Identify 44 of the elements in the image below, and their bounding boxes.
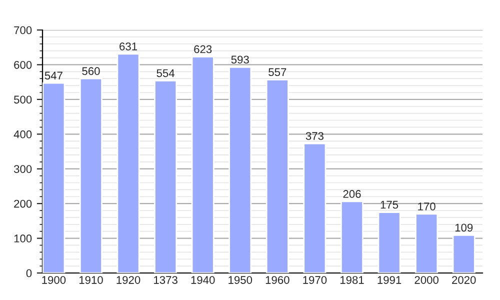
bar xyxy=(340,200,364,273)
x-tick-label: 2000 xyxy=(414,276,438,284)
data-label: 557 xyxy=(268,68,286,76)
data-label: 560 xyxy=(82,67,100,76)
data-label: 593 xyxy=(231,56,249,64)
x-tick-label: 2020 xyxy=(452,276,476,284)
x-tick-label: 1940 xyxy=(191,276,215,284)
y-tick-label: 600 xyxy=(14,60,32,69)
data-label: 170 xyxy=(418,202,436,210)
y-tick-label: 0 xyxy=(26,269,32,278)
x-tick-label: 1970 xyxy=(303,276,327,284)
bar xyxy=(228,66,252,273)
bar xyxy=(79,78,102,273)
y-tick-label: 700 xyxy=(14,26,32,34)
data-label: 373 xyxy=(306,132,324,140)
data-label: 547 xyxy=(44,72,62,80)
x-tick-label: 1373 xyxy=(154,276,178,284)
y-tick-label: 100 xyxy=(14,234,32,242)
y-tick-label: 300 xyxy=(14,165,32,173)
bar xyxy=(303,142,326,273)
data-label: 623 xyxy=(194,45,212,54)
y-tick-label: 200 xyxy=(14,200,32,208)
bar xyxy=(191,56,214,273)
data-label: 554 xyxy=(156,69,174,78)
data-label: 206 xyxy=(343,190,361,198)
x-tick-label: 1900 xyxy=(42,276,66,284)
y-tick-label: 500 xyxy=(14,96,32,104)
data-label: 631 xyxy=(120,42,137,50)
bar xyxy=(415,213,438,273)
x-tick-label: 1981 xyxy=(340,276,364,284)
x-tick-label: 1920 xyxy=(116,276,140,284)
data-label: 175 xyxy=(380,200,398,209)
y-tick-label: 400 xyxy=(14,130,32,138)
bar xyxy=(116,53,140,273)
x-tick-label: 1910 xyxy=(79,276,103,284)
bar xyxy=(452,234,476,273)
x-tick-label: 1950 xyxy=(228,276,252,284)
bar xyxy=(42,82,66,273)
bar xyxy=(266,78,289,273)
bar xyxy=(378,212,401,273)
data-label: 109 xyxy=(455,224,473,232)
x-tick-label: 1960 xyxy=(266,276,290,284)
bar xyxy=(154,80,178,273)
x-tick-label: 1991 xyxy=(378,276,402,284)
